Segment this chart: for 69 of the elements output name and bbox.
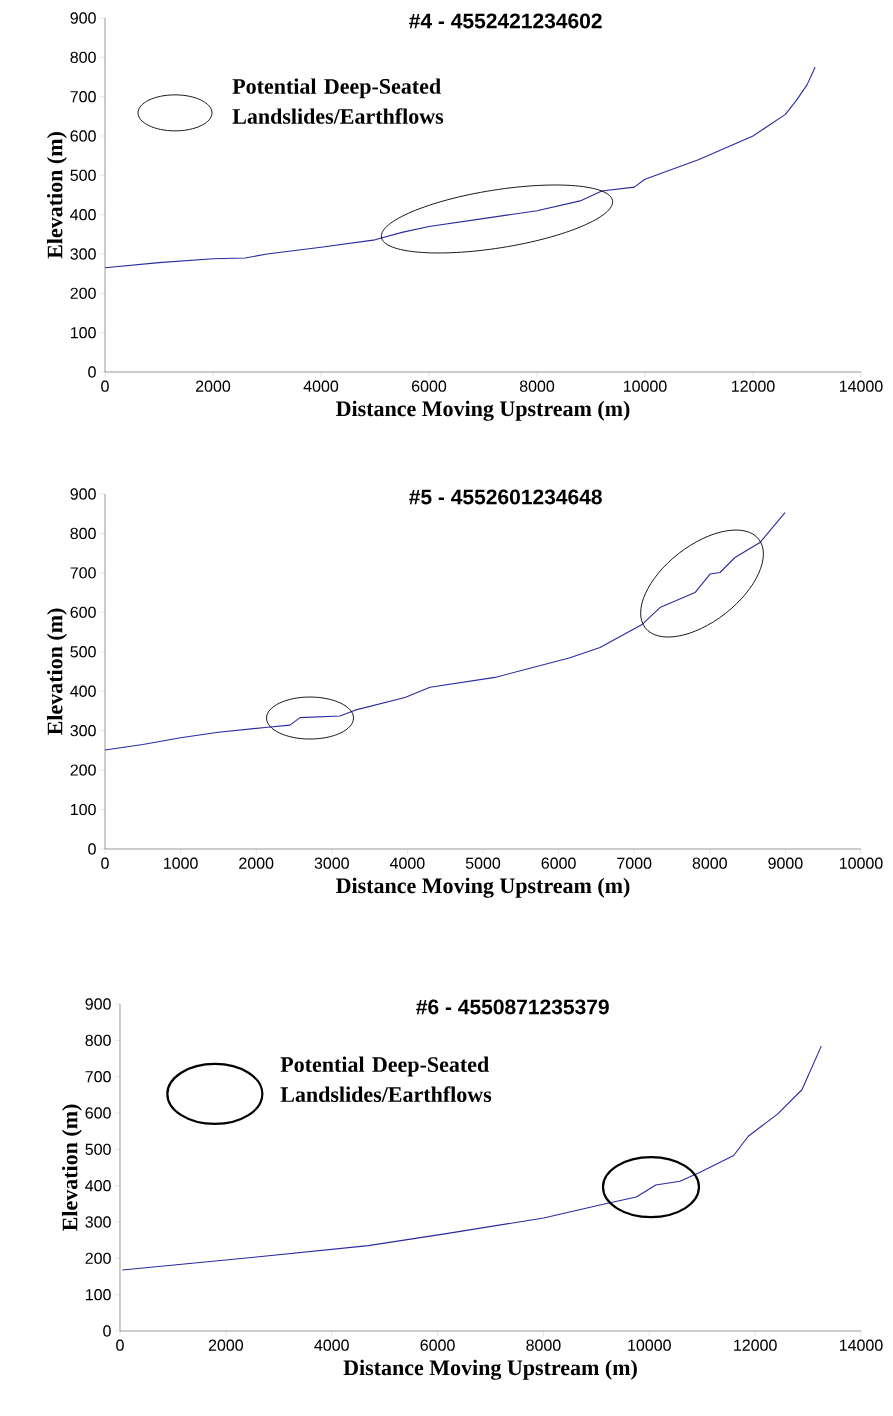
- y-tick-label: 600: [70, 606, 96, 618]
- x-tick-label: 12000: [734, 1339, 777, 1351]
- x-tick-label: 2000: [208, 1339, 244, 1351]
- y-tick-label: 0: [88, 366, 96, 378]
- y-tick-label: 100: [85, 1289, 111, 1301]
- y-tick-label: 300: [85, 1216, 111, 1228]
- y-tick-label: 100: [71, 803, 96, 816]
- y-tick-label: 400: [70, 209, 96, 221]
- x-tick-label: 10000: [839, 857, 883, 869]
- x-axis-title: Distance Moving Upstream (m): [336, 400, 630, 421]
- y-tick-label: 400: [85, 1180, 111, 1192]
- x-tick-label: 0: [116, 1339, 124, 1351]
- y-axis-title: Elevation (m): [46, 608, 67, 735]
- y-tick-label: 200: [85, 1252, 111, 1264]
- x-tick-label: 6000: [412, 380, 447, 392]
- x-tick-label: 8000: [692, 857, 727, 869]
- annotation: Potential Deep-Seated Landslides/Earthflows: [232, 78, 444, 124]
- x-tick-label: 8000: [519, 380, 555, 392]
- y-tick-label: 300: [70, 248, 96, 260]
- x-tick-label: 3000: [314, 857, 349, 869]
- y-tick-label: 600: [70, 130, 96, 142]
- y-tick-label: 700: [85, 1071, 111, 1083]
- y-tick-label: 800: [85, 1034, 111, 1046]
- chart-title: #6 - 4550871235379: [416, 999, 609, 1015]
- x-axis-title: Distance Moving Upstream (m): [343, 1359, 637, 1380]
- y-tick-label: 200: [70, 764, 96, 776]
- line-series: [121, 1045, 822, 1271]
- annotation: Potential Deep-Seated Landslides/Earthflows: [280, 1056, 492, 1102]
- x-tick-label: 10000: [628, 1339, 671, 1351]
- x-tick-label: 5000: [465, 857, 501, 869]
- x-tick-label: 6000: [541, 857, 576, 869]
- x-tick-label: 4000: [314, 1339, 349, 1351]
- x-tick-label: 14000: [839, 380, 883, 392]
- line-series: [104, 66, 816, 269]
- x-tick-label: 12000: [731, 380, 775, 392]
- y-tick-label: 0: [88, 843, 96, 855]
- y-axis-title: Elevation (m): [61, 1104, 82, 1231]
- x-tick-label: 9000: [768, 857, 803, 869]
- y-tick-label: 0: [103, 1325, 111, 1337]
- y-tick-label: 300: [70, 725, 96, 737]
- x-tick-label: 6000: [420, 1339, 455, 1351]
- y-tick-label: 800: [70, 527, 96, 540]
- chart-title: #4 - 4552421234602: [409, 13, 602, 29]
- y-tick-label: 500: [85, 1143, 111, 1155]
- x-tick-label: 2000: [196, 380, 231, 392]
- line-series: [104, 511, 786, 751]
- y-axis-title: Elevation (m): [46, 132, 67, 259]
- y-tick-label: 900: [70, 12, 96, 24]
- y-tick-label: 100: [71, 327, 96, 339]
- y-tick-label: 600: [85, 1107, 111, 1119]
- x-tick-label: 14000: [839, 1339, 883, 1351]
- x-tick-label: 4000: [389, 857, 425, 869]
- x-tick-label: 2000: [239, 857, 274, 869]
- x-tick-label: 1000: [164, 857, 198, 869]
- y-tick-label: 400: [70, 685, 96, 697]
- y-tick-label: 800: [70, 51, 96, 63]
- y-tick-label: 900: [85, 998, 111, 1010]
- x-tick-label: 10000: [623, 380, 667, 392]
- y-tick-label: 500: [70, 169, 96, 181]
- y-tick-label: 200: [70, 287, 96, 299]
- x-axis-title: Distance Moving Upstream (m): [336, 877, 630, 898]
- x-tick-label: 8000: [526, 1339, 561, 1351]
- y-tick-label: 700: [70, 91, 96, 103]
- x-tick-label: 7000: [617, 857, 652, 869]
- x-tick-label: 4000: [303, 380, 339, 392]
- y-tick-label: 700: [70, 567, 96, 579]
- y-tick-label: 500: [70, 646, 96, 658]
- y-tick-label: 900: [70, 488, 96, 500]
- chart-title: #5 - 4552601234648: [409, 489, 602, 505]
